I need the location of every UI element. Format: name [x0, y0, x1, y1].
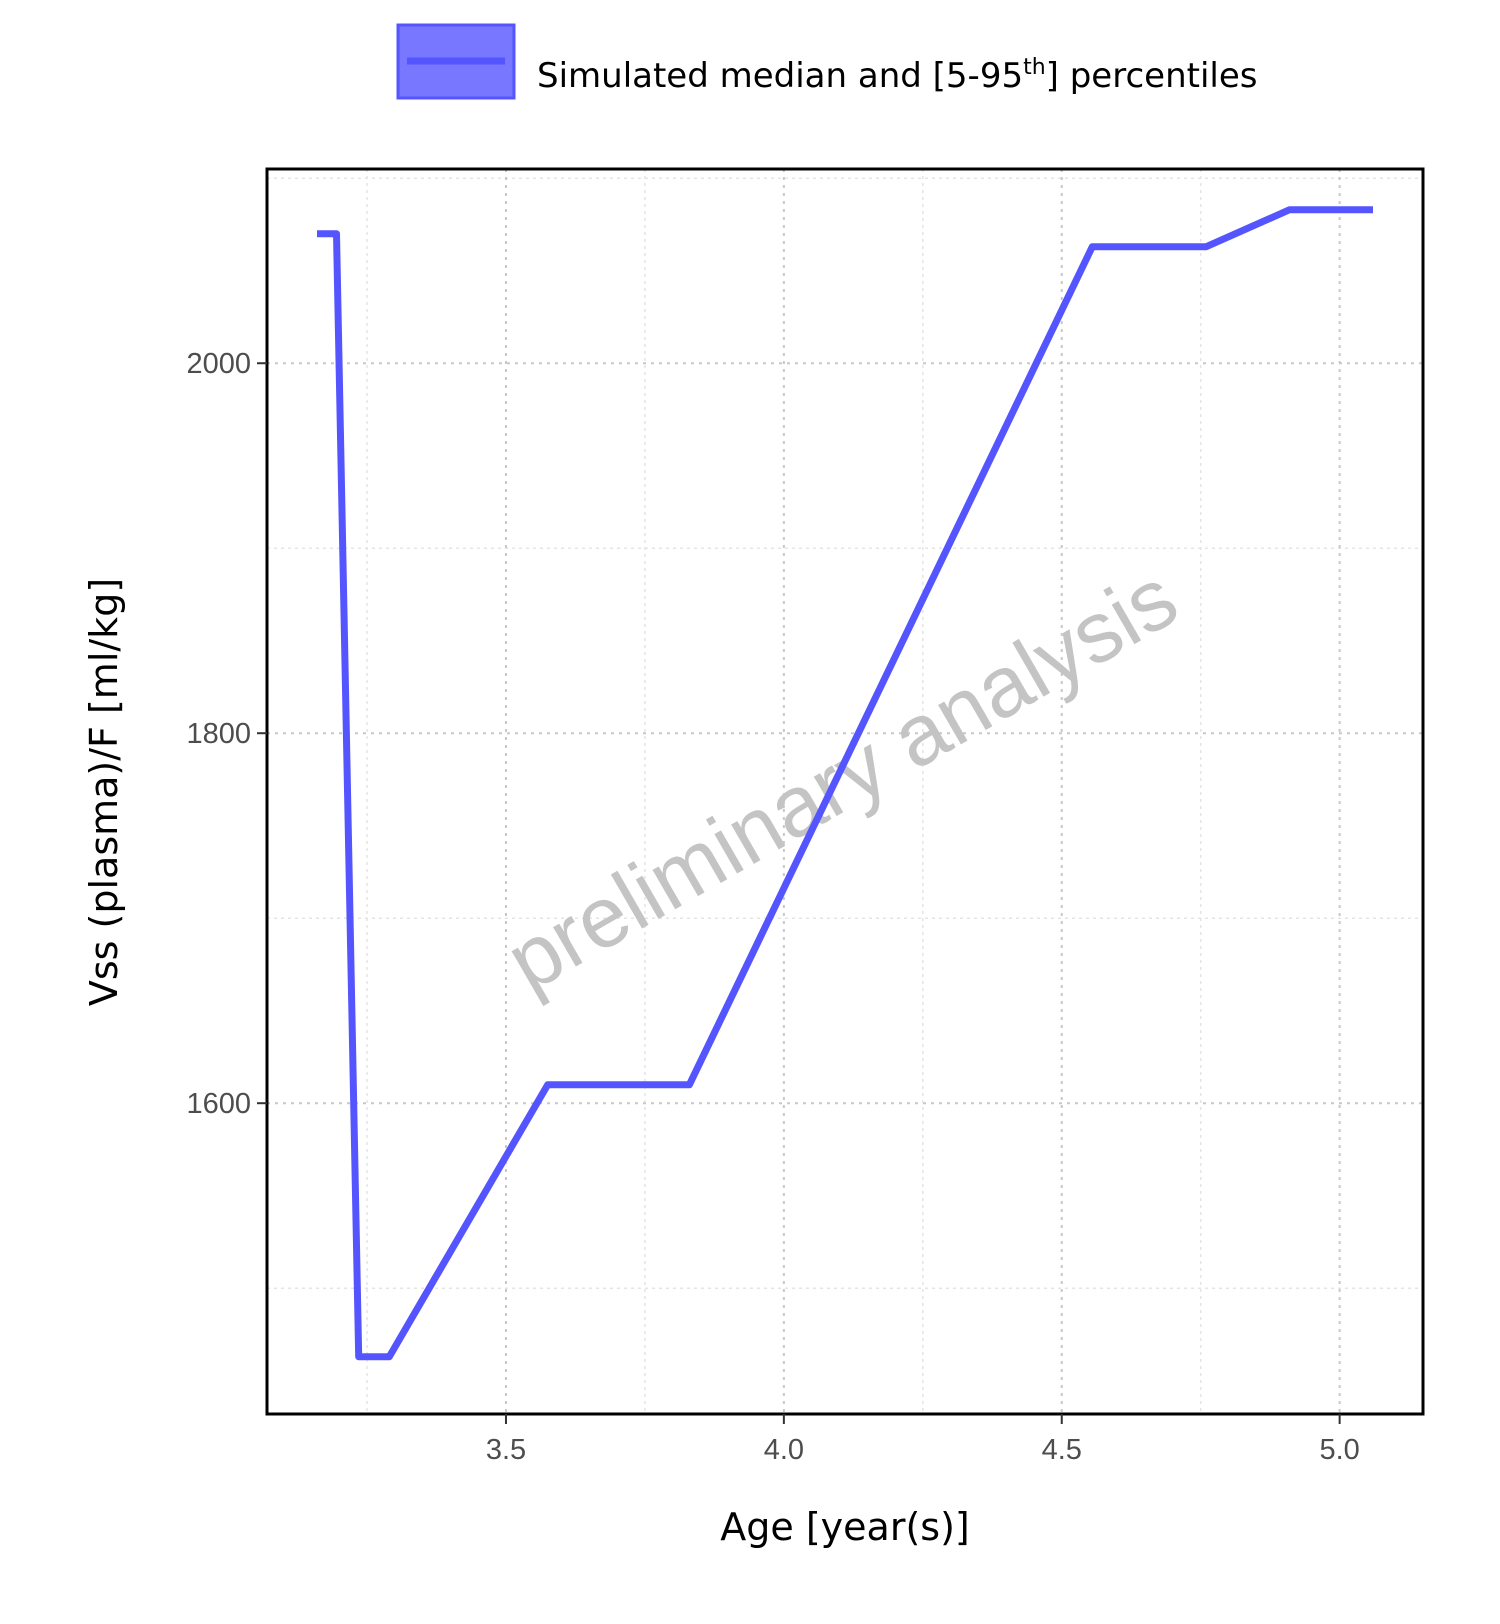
series-layer: [317, 206, 1373, 1361]
x-tick-label: 3.5: [486, 1434, 526, 1466]
watermark: preliminary analysis: [491, 549, 1193, 1010]
legend-label: Simulated median and [5-95th] percentile…: [537, 55, 1257, 96]
y-tick-label: 1800: [186, 718, 251, 750]
y-tick-label: 1600: [186, 1088, 251, 1120]
y-tick-label: 2000: [186, 348, 251, 380]
x-tick-label: 4.5: [1042, 1434, 1082, 1466]
legend-label-suffix: ] percentiles: [1046, 56, 1258, 96]
legend: Simulated median and [5-95th] percentile…: [396, 23, 1257, 100]
legend-label-prefix: Simulated median and [5-95: [537, 56, 1023, 96]
y-axis-title: Vss (plasma)/F [ml/kg]: [82, 578, 126, 1006]
series-line: [317, 206, 1373, 1361]
x-axis-title: Age [year(s)]: [720, 1505, 969, 1549]
grid: [267, 169, 1423, 1414]
x-tick-label: 4.0: [764, 1434, 804, 1466]
plot-panel-border: [265, 167, 1425, 1416]
legend-label-sup: th: [1023, 55, 1046, 80]
axis-ticks: 3.5 4.0 4.5 5.0 1600 1800 2000: [186, 348, 1359, 1466]
x-tick-label: 5.0: [1319, 1434, 1359, 1466]
